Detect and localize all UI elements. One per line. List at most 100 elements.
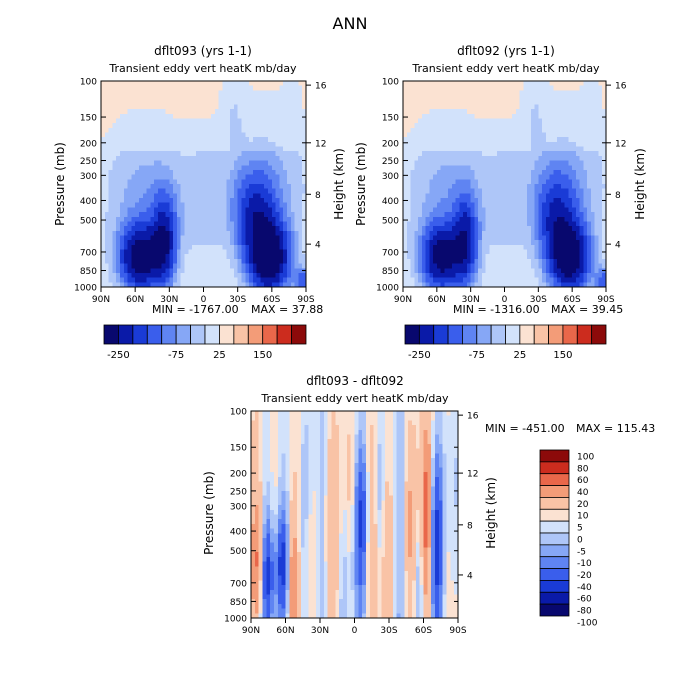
heatmap-cell: [184, 268, 189, 274]
heatmap-cell: [123, 193, 129, 199]
heatmap-cell: [527, 226, 532, 232]
heatmap-cell: [252, 169, 258, 176]
heatmap-cell: [104, 202, 110, 209]
heatmap-cell: [245, 165, 250, 171]
heatmap-cell: [123, 81, 129, 87]
heatmap-cell: [594, 282, 600, 288]
heatmap-cell: [290, 277, 296, 283]
heatmap-cell: [519, 127, 524, 134]
heatmap-cell: [557, 99, 562, 106]
heatmap-cell: [108, 230, 113, 237]
heatmap-cell: [173, 179, 178, 185]
heatmap-cell: [173, 198, 178, 204]
heatmap-cell: [127, 85, 132, 91]
heatmap-cell: [549, 151, 554, 157]
heatmap-cell: [478, 254, 483, 260]
heatmap-cell: [523, 123, 528, 129]
heatmap-cell: [222, 155, 227, 162]
heatmap-cell: [279, 193, 284, 199]
heatmap-cell: [138, 155, 144, 162]
heatmap-cell: [176, 179, 182, 185]
heatmap-cell: [176, 282, 182, 288]
heatmap-cell: [123, 207, 129, 213]
heatmap-cell: [249, 109, 254, 115]
heatmap-cell: [180, 104, 186, 110]
heatmap-cell: [165, 193, 170, 199]
heatmap-cell: [515, 132, 521, 138]
heatmap-cell: [104, 165, 110, 171]
heatmap-cell: [260, 169, 265, 176]
heatmap-cell: [530, 207, 536, 213]
heatmap-cell: [252, 179, 258, 185]
heatmap-cell: [403, 132, 408, 138]
heatmap-cell: [260, 137, 265, 143]
heatmap-cell: [116, 174, 121, 180]
heatmap-cell: [274, 415, 279, 421]
heatmap-cell: [116, 95, 121, 101]
heatmap-cell: [180, 193, 186, 199]
heatmap-cell: [369, 411, 375, 417]
heatmap-cell: [455, 198, 460, 204]
heatmap-cell: [534, 226, 539, 232]
heatmap-cell: [493, 207, 498, 213]
heatmap-cell: [241, 132, 246, 138]
heatmap-cell: [268, 95, 273, 101]
heatmap-cell: [519, 212, 524, 218]
heatmap-cell: [274, 411, 279, 417]
heatmap-cell: [389, 411, 394, 417]
y-tick-label: 700: [80, 248, 97, 258]
heatmap-cell: [425, 240, 430, 246]
heatmap-cell: [553, 254, 558, 260]
heatmap-cell: [214, 184, 220, 190]
heatmap-cell: [534, 113, 539, 120]
heatmap-cell: [123, 113, 129, 120]
heatmap-cell: [173, 282, 178, 288]
heatmap-cell: [112, 277, 117, 283]
heatmap-cell: [249, 202, 254, 209]
heatmap-cell: [173, 226, 178, 232]
heatmap-cell: [410, 155, 415, 162]
heatmap-cell: [180, 95, 186, 101]
heatmap-cell: [161, 155, 167, 162]
heatmap-cell: [135, 235, 140, 241]
heatmap-cell: [590, 85, 596, 91]
heatmap-cell: [173, 249, 178, 255]
heatmap-cell: [406, 254, 412, 260]
heatmap-cell: [579, 81, 585, 87]
heatmap-cell: [294, 169, 300, 176]
heatmap-cell: [466, 184, 472, 190]
heatmap-cell: [298, 174, 303, 180]
heatmap-cell: [298, 226, 303, 232]
heatmap-cell: [188, 212, 193, 218]
heatmap-cell: [203, 160, 208, 166]
heatmap-cell: [421, 169, 427, 176]
heatmap-cell: [575, 249, 581, 255]
heatmap-cell: [119, 132, 125, 138]
heatmap-cell: [116, 160, 121, 166]
heatmap-cell: [249, 146, 254, 152]
heatmap-cell: [279, 155, 284, 162]
heatmap-cell: [527, 272, 532, 279]
heatmap-cell: [199, 90, 205, 96]
heatmap-cell: [256, 90, 262, 96]
heatmap-cell: [180, 160, 186, 166]
heatmap-cell: [515, 95, 521, 101]
y-tick-label: 250: [80, 157, 97, 167]
heatmap-cell: [287, 165, 292, 171]
heatmap-cell: [587, 226, 592, 232]
heatmap-cell: [560, 104, 566, 110]
heatmap-cell: [519, 193, 524, 199]
heatmap-cell: [184, 282, 189, 288]
heatmap-cell: [474, 165, 479, 171]
heatmap-cell: [575, 127, 581, 134]
heatmap-cell: [245, 113, 250, 120]
heatmap-cell: [233, 198, 239, 204]
heatmap-cell: [545, 118, 551, 124]
heatmap-cell: [249, 230, 254, 237]
heatmap-cell: [135, 113, 140, 120]
heatmap-cell: [294, 193, 300, 199]
heatmap-cell: [485, 132, 491, 138]
heatmap-cell: [572, 188, 577, 194]
heatmap-cell: [260, 85, 265, 91]
heatmap-cell: [572, 146, 577, 152]
